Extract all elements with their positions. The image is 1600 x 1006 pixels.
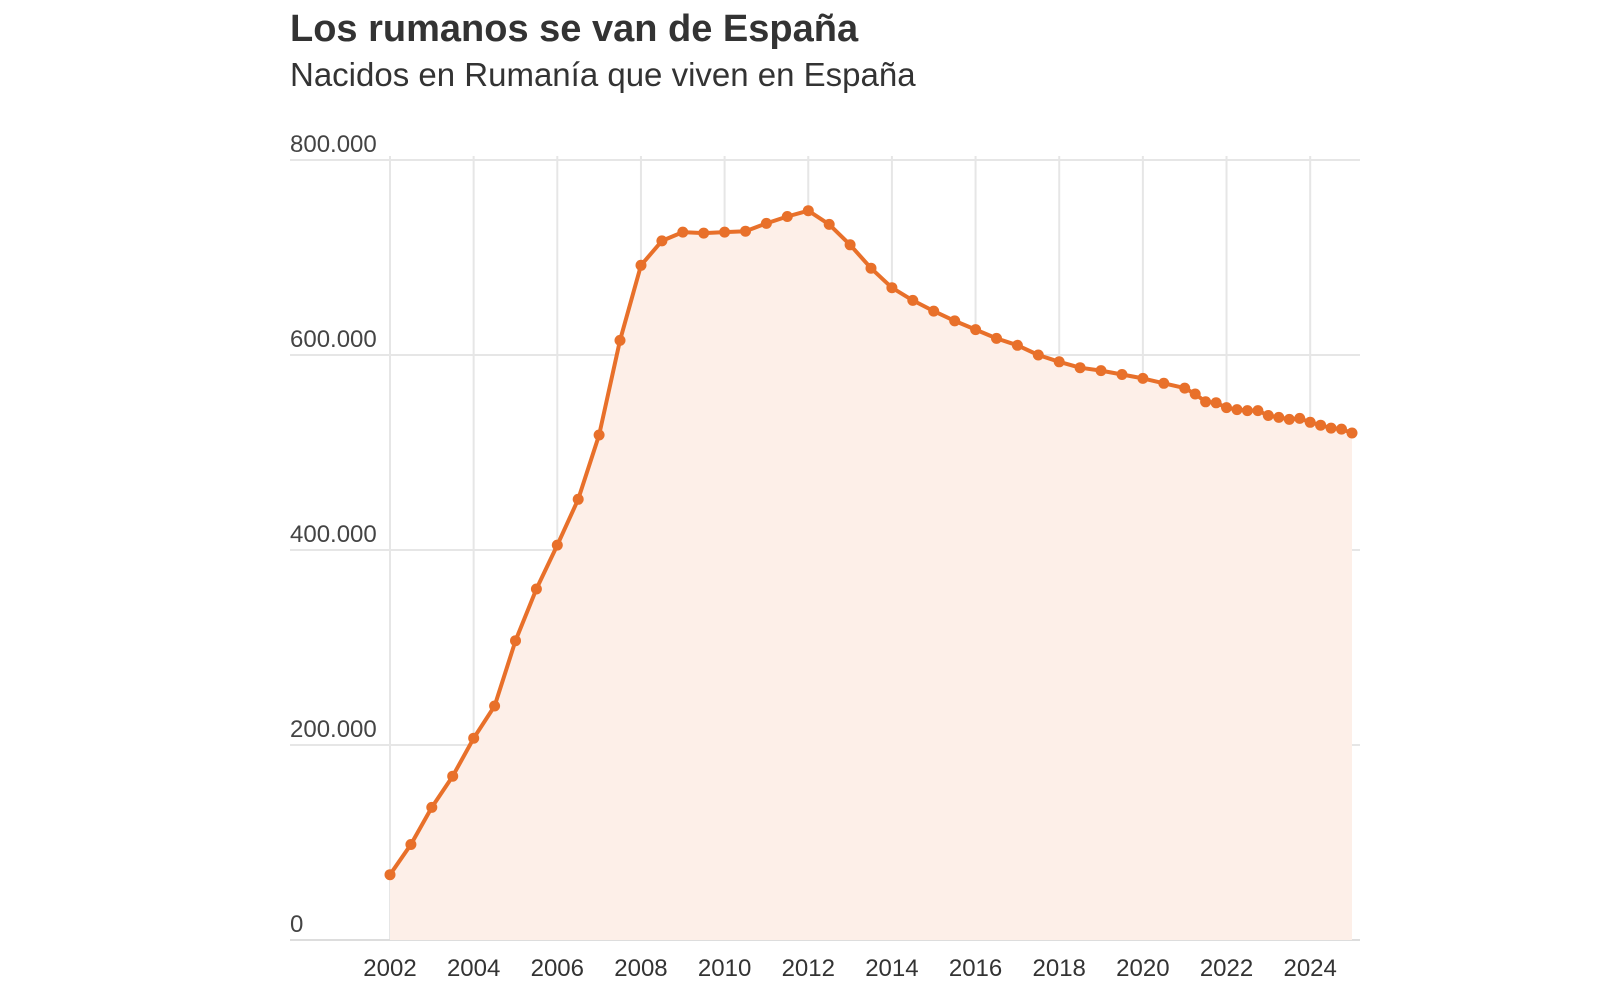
data-point (1189, 388, 1201, 400)
y-axis-ticks: 0 200.000 400.000 600.000 800.000 (290, 131, 377, 938)
data-point (677, 226, 689, 238)
data-point (468, 732, 480, 744)
data-point (928, 305, 940, 317)
x-tick-label: 2010 (698, 955, 751, 982)
chart-subtitle: Nacidos en Rumanía que viven en España (290, 56, 916, 93)
data-point (802, 205, 814, 217)
data-point (865, 262, 877, 274)
y-tick-label: 200.000 (290, 716, 377, 743)
data-point (1273, 411, 1285, 423)
data-point (551, 539, 563, 551)
data-points (384, 205, 1358, 881)
data-point (1346, 427, 1358, 439)
data-point (614, 334, 626, 346)
y-tick-label: 800.000 (290, 131, 377, 158)
data-point (907, 294, 919, 306)
x-axis-ticks: 2002 2004 2006 2008 2010 2012 2014 2016 2018 2020… (363, 955, 1337, 982)
x-tick-label: 2016 (949, 955, 1002, 982)
data-point (1053, 356, 1065, 368)
data-point (1336, 423, 1347, 435)
data-point (760, 217, 772, 229)
data-point (781, 211, 793, 222)
x-tick-label: 2002 (363, 955, 416, 982)
data-point (426, 801, 438, 813)
data-point (949, 315, 961, 327)
data-point (405, 839, 417, 850)
x-tick-label: 2004 (447, 955, 500, 982)
data-point (1095, 365, 1107, 377)
x-tick-label: 2006 (531, 955, 584, 982)
x-tick-label: 2008 (614, 955, 667, 982)
data-point (1200, 396, 1212, 408)
data-point (698, 227, 710, 239)
data-point (1210, 397, 1222, 409)
data-point (719, 226, 731, 238)
y-tick-label: 0 (290, 911, 303, 938)
chart-title: Los rumanos se van de España (290, 8, 859, 50)
data-point (530, 583, 542, 595)
data-point (1011, 339, 1023, 351)
x-tick-label: 2012 (782, 955, 835, 982)
data-point (1137, 372, 1149, 384)
data-point (970, 324, 982, 336)
x-tick-label: 2018 (1033, 955, 1086, 982)
data-point (844, 239, 856, 251)
data-point (593, 429, 605, 441)
data-point (1252, 405, 1264, 417)
data-point (447, 770, 459, 782)
data-point (1325, 422, 1337, 434)
data-point (1231, 404, 1243, 416)
data-point (656, 235, 668, 247)
data-point (489, 700, 501, 712)
x-tick-label: 2014 (865, 955, 918, 982)
data-point (886, 282, 898, 294)
data-point (1294, 412, 1306, 424)
x-tick-label: 2022 (1200, 955, 1253, 982)
area-fill (390, 210, 1352, 940)
data-point (1032, 349, 1044, 361)
data-point (1221, 402, 1232, 414)
data-point (991, 332, 1002, 344)
data-point (1116, 369, 1128, 380)
y-tick-label: 400.000 (290, 521, 377, 548)
data-point (1158, 377, 1170, 389)
data-point (1315, 419, 1327, 431)
data-point (1074, 362, 1086, 374)
data-point (510, 635, 521, 647)
x-tick-label: 2020 (1116, 955, 1169, 982)
data-point (1262, 410, 1274, 421)
series-area (390, 210, 1352, 940)
data-point (1283, 413, 1295, 425)
data-point (823, 218, 835, 230)
data-point (1304, 416, 1316, 428)
data-point (572, 493, 584, 505)
data-point (1179, 382, 1191, 394)
x-tick-label: 2024 (1283, 955, 1336, 982)
data-point (384, 869, 396, 881)
y-tick-label: 600.000 (290, 326, 377, 353)
data-point (740, 225, 751, 237)
data-point (635, 259, 647, 271)
data-point (1241, 405, 1253, 417)
